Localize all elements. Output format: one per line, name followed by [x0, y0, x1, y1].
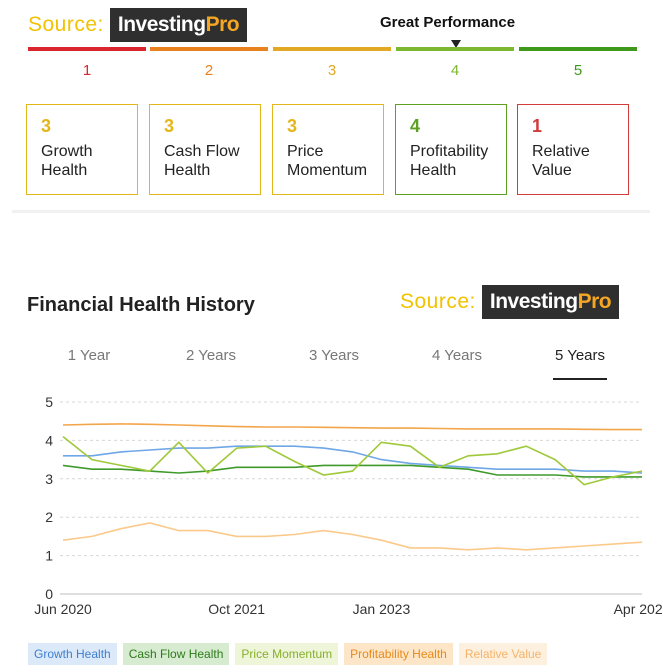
- x-tick-label: Apr 2025: [614, 601, 663, 617]
- source-badge-history: Source: InvestingPro: [400, 285, 620, 319]
- y-tick-label: 1: [45, 548, 53, 564]
- performance-title: Great Performance: [380, 14, 516, 31]
- scale-number-1: 1: [82, 62, 92, 79]
- card-label: Price Momentum: [287, 143, 368, 179]
- y-tick-label: 3: [45, 471, 53, 487]
- card-label: Growth Health: [41, 143, 93, 179]
- investingpro-logo: InvestingPro: [481, 285, 620, 319]
- x-tick-label: Jun 2020: [34, 601, 92, 617]
- x-tick-label: Jan 2023: [353, 601, 411, 617]
- health-card[interactable]: 1 Relative Value: [517, 104, 629, 195]
- scale-number-4: 4: [450, 62, 460, 79]
- health-card[interactable]: 3 Cash Flow Health: [149, 104, 261, 195]
- tab-2-years[interactable]: 2 Years: [185, 347, 237, 364]
- chart-legend: Growth Health Cash Flow Health Price Momen…: [28, 643, 548, 665]
- scale-number-2: 2: [204, 62, 214, 79]
- y-tick-label: 5: [45, 394, 53, 410]
- series-line-price-momentum: [62, 435, 643, 486]
- card-label: Cash Flow Health: [164, 143, 240, 179]
- legend-item-relative-value[interactable]: Relative Value: [458, 643, 548, 665]
- scale-bar-1: [28, 47, 146, 51]
- scale-number-5: 5: [573, 62, 583, 79]
- y-tick-label: 0: [45, 586, 53, 602]
- series-line-cash-flow-health: [62, 464, 642, 478]
- y-tick-label: 4: [45, 432, 53, 448]
- health-history-chart: 0 1 2 3 4 5 Jun 2020 Oct 2021 Jan 2023 Apr 2025: [34, 394, 663, 617]
- y-tick-label: 2: [45, 509, 53, 525]
- card-score: 4: [410, 116, 421, 136]
- tab-4-years[interactable]: 4 Years: [431, 347, 483, 364]
- scale-number-3: 3: [327, 62, 337, 79]
- scale-bar-5: [519, 47, 637, 51]
- series-line-profitability-health: [62, 423, 642, 431]
- history-title: Financial Health History: [27, 294, 255, 316]
- card-label: Relative Value: [532, 143, 590, 179]
- legend-item-price-momentum[interactable]: Price Momentum: [235, 643, 339, 665]
- scale-bar-2: [150, 47, 268, 51]
- scale-bar-4: [396, 47, 514, 51]
- legend-item-growth-health[interactable]: Growth Health: [28, 643, 117, 665]
- tab-5-years[interactable]: 5 Years: [554, 347, 606, 364]
- card-score: 3: [164, 116, 175, 136]
- active-tab-underline: [553, 378, 607, 380]
- health-card[interactable]: 3 Price Momentum: [272, 104, 384, 195]
- card-score: 3: [41, 116, 52, 136]
- legend-item-profitability-health[interactable]: Profitability Health: [344, 643, 453, 665]
- source-label: Source:: [28, 13, 104, 36]
- series-line-relative-value: [62, 522, 643, 551]
- card-score: 3: [287, 116, 298, 136]
- section-divider: [12, 210, 650, 213]
- investingpro-logo: InvestingPro: [109, 8, 248, 42]
- x-tick-label: Oct 2021: [208, 601, 265, 617]
- health-card[interactable]: 3 Growth Health: [26, 104, 138, 195]
- card-score: 1: [532, 116, 543, 136]
- tab-3-years[interactable]: 3 Years: [308, 347, 360, 364]
- source-badge-top: Source: InvestingPro: [28, 8, 248, 42]
- series-line-growth-health: [63, 445, 643, 474]
- performance-marker-icon: [451, 40, 461, 48]
- card-label: Profitability Health: [410, 143, 489, 179]
- health-card[interactable]: 4 Profitability Health: [395, 104, 507, 195]
- tab-1-year[interactable]: 1 Year: [67, 347, 111, 364]
- source-label: Source:: [400, 290, 476, 313]
- legend-item-cash-flow-health[interactable]: Cash Flow Health: [122, 643, 230, 665]
- scale-bar-3: [273, 47, 391, 51]
